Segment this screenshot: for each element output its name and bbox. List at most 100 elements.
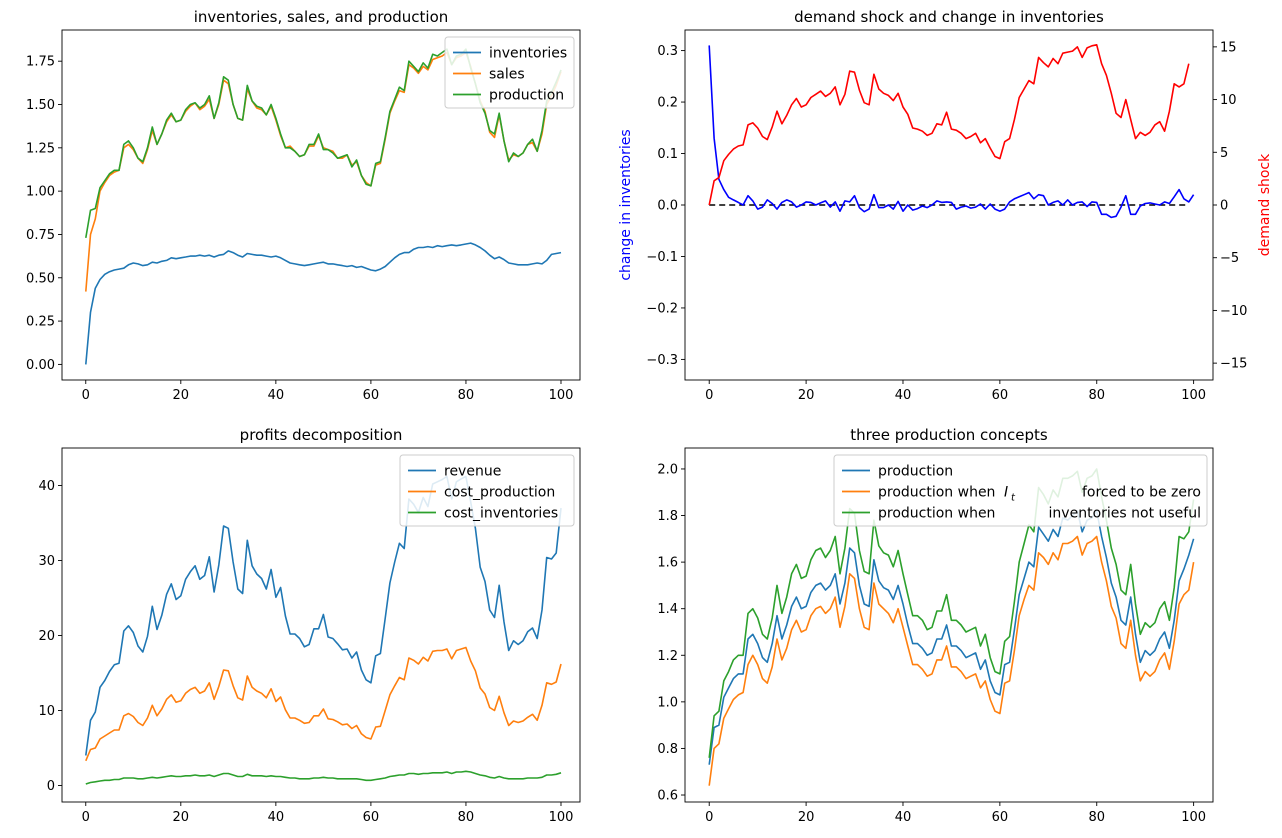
axes-frame xyxy=(61,29,581,381)
x-tick-label: 60 xyxy=(363,388,380,403)
legend-label: production xyxy=(489,88,564,104)
y-tick-label: 0.0 xyxy=(657,199,678,214)
x-tick-label: 60 xyxy=(992,388,1009,403)
y-tick-label: −0.1 xyxy=(646,250,678,265)
y-tick-label: 1.0 xyxy=(657,695,678,710)
series-line-series-1 xyxy=(708,45,1195,219)
axes-frame xyxy=(61,447,581,803)
legend-label-suffix: inventories not useful xyxy=(1049,506,1201,522)
y-tick-label: 0 xyxy=(47,779,55,794)
x-tick-label: 80 xyxy=(1088,388,1105,403)
x-tick-label: 40 xyxy=(895,810,912,825)
x-tick-label: 0 xyxy=(705,810,713,825)
chart-panel-1: inventories, sales, and production 0 20 40 6… xyxy=(26,8,581,403)
x-tick-label: 20 xyxy=(173,810,190,825)
x-tick-label: 60 xyxy=(992,810,1009,825)
legend-label: production xyxy=(878,464,953,480)
chart-title: profits decomposition xyxy=(240,426,403,444)
y-tick-label: −0.2 xyxy=(646,301,678,316)
y-right-tick-label: −10 xyxy=(1220,304,1247,319)
x-tick-label: 100 xyxy=(549,388,574,403)
chart-title: inventories, sales, and production xyxy=(194,8,449,26)
y-tick-label: 0.50 xyxy=(26,271,55,286)
y-tick-label: −0.3 xyxy=(646,353,678,368)
series-line-cost-production xyxy=(85,646,562,762)
legend-label: revenue xyxy=(444,464,501,480)
legend-label-suffix: forced to be zero xyxy=(1082,485,1201,501)
y-tick-label: 1.6 xyxy=(657,556,678,571)
y-tick-label: 10 xyxy=(38,704,55,719)
legend: inventories sales production xyxy=(444,36,575,109)
y-tick-label: 1.00 xyxy=(26,185,55,200)
y-right-axis-label: demand shock xyxy=(1257,153,1273,256)
series-line-cost-inventories xyxy=(85,770,562,785)
legend-box xyxy=(444,36,575,109)
legend-box xyxy=(833,454,1208,527)
chart-panel-2: demand shock and change in inventories 0 2… xyxy=(618,8,1273,403)
x-tick-label: 40 xyxy=(268,388,285,403)
y-tick-label: 0.75 xyxy=(26,228,55,243)
y-tick-label: 0.2 xyxy=(657,96,678,111)
chart-title: three production concepts xyxy=(850,426,1048,444)
y-tick-label: 20 xyxy=(38,629,55,644)
x-tick-label: 80 xyxy=(1088,810,1105,825)
series-line-series-2 xyxy=(708,43,1190,206)
y-right-tick-label: 15 xyxy=(1220,40,1237,55)
x-tick-label: 0 xyxy=(82,810,90,825)
y-right-tick-label: 10 xyxy=(1220,93,1237,108)
y-tick-label: 0.8 xyxy=(657,742,678,757)
y-tick-label: 1.75 xyxy=(26,55,55,70)
series-line-production-when-inventories-not-useful xyxy=(708,468,1195,758)
series-line-revenue xyxy=(85,475,562,756)
x-tick-label: 20 xyxy=(173,388,190,403)
y-tick-label: 0.00 xyxy=(26,358,55,373)
y-tick-label: 1.8 xyxy=(657,509,678,524)
y-right-tick-label: −15 xyxy=(1220,357,1247,372)
legend-label: sales xyxy=(489,67,525,83)
y-tick-label: 1.4 xyxy=(657,602,678,617)
legend-label: cost_production xyxy=(444,485,555,501)
x-tick-label: 20 xyxy=(798,810,815,825)
legend-math-subscript: t xyxy=(1011,493,1016,504)
x-tick-label: 40 xyxy=(268,810,285,825)
chart-panel-4: three production concepts 0 20 40 60 80 100 0.6… xyxy=(657,426,1214,825)
y-tick-label: 0.3 xyxy=(657,44,678,59)
legend-box xyxy=(399,454,575,527)
y-tick-label: 2.0 xyxy=(657,462,678,477)
y-right-tick-label: 5 xyxy=(1220,146,1228,161)
x-tick-label: 100 xyxy=(549,810,574,825)
y-tick-label: 1.2 xyxy=(657,649,678,664)
y-axis-label: change in inventories xyxy=(618,129,634,280)
x-tick-label: 60 xyxy=(363,810,380,825)
x-tick-label: 20 xyxy=(798,388,815,403)
series-line-production-when-i-t-forced-to-be-zero xyxy=(708,535,1195,786)
y-tick-label: 0.6 xyxy=(657,789,678,804)
y-tick-label: 1.25 xyxy=(26,141,55,156)
y-tick-label: 0.25 xyxy=(26,315,55,330)
y-tick-label: 1.50 xyxy=(26,98,55,113)
chart-panel-3: profits decomposition 0 20 40 60 80 100 0 10 20 30… xyxy=(38,426,581,825)
legend: revenue cost_production cost_inventories xyxy=(399,454,575,527)
legend-math-symbol: I xyxy=(1004,485,1008,501)
x-tick-label: 100 xyxy=(1181,810,1206,825)
x-tick-label: 80 xyxy=(458,388,475,403)
y-tick-label: 40 xyxy=(38,479,55,494)
x-tick-label: 0 xyxy=(705,388,713,403)
y-tick-label: 30 xyxy=(38,554,55,569)
legend-label: inventories xyxy=(489,46,567,62)
legend-label: production when xyxy=(878,485,995,501)
axes-frame xyxy=(684,447,1214,803)
y-right-tick-label: −5 xyxy=(1220,251,1239,266)
chart-title: demand shock and change in inventories xyxy=(794,8,1104,26)
legend-label: production when xyxy=(878,506,995,522)
x-tick-label: 40 xyxy=(895,388,912,403)
series-line-inventories xyxy=(85,242,562,365)
x-tick-label: 80 xyxy=(458,810,475,825)
legend-label: cost_inventories xyxy=(444,506,558,522)
x-tick-label: 100 xyxy=(1181,388,1206,403)
y-right-tick-label: 0 xyxy=(1220,199,1228,214)
y-tick-label: 0.1 xyxy=(657,147,678,162)
